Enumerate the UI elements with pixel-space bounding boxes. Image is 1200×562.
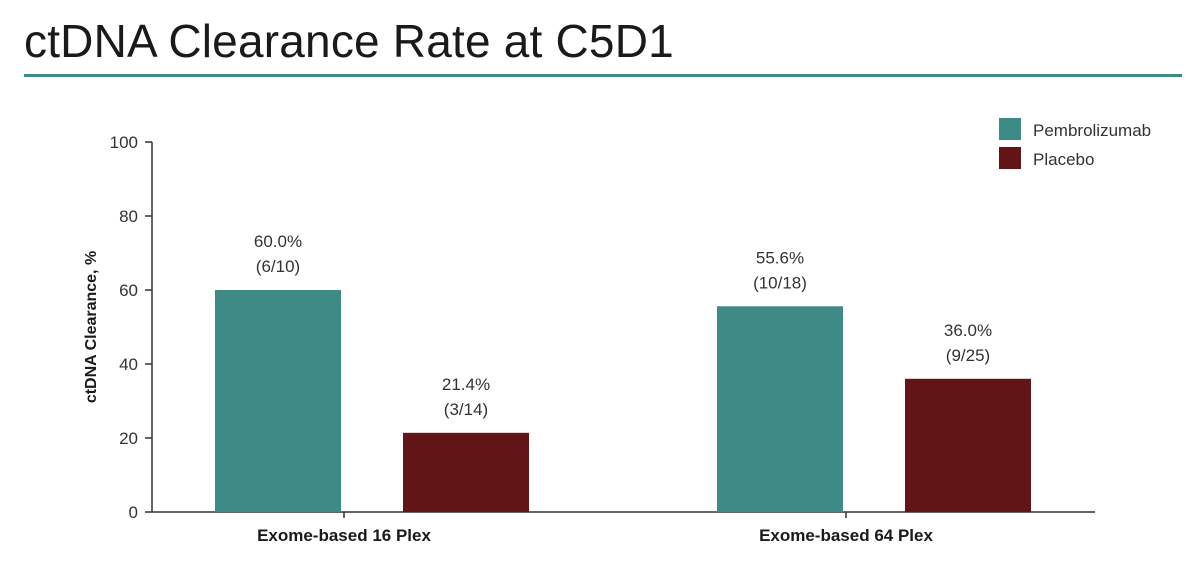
data-label-fraction: (10/18) xyxy=(753,273,807,292)
data-label-percent: 36.0% xyxy=(944,321,992,340)
y-tick-label: 60 xyxy=(119,281,138,300)
category-label: Exome-based 64 Plex xyxy=(759,526,933,545)
category-label: Exome-based 16 Plex xyxy=(257,526,431,545)
y-axis-title: ctDNA Clearance, % xyxy=(83,251,100,403)
data-label-percent: 21.4% xyxy=(442,375,490,394)
y-tick-label: 100 xyxy=(110,133,138,152)
chart-bars xyxy=(215,290,1031,512)
legend-swatch xyxy=(999,147,1021,169)
data-label-fraction: (3/14) xyxy=(444,400,488,419)
legend-label: Placebo xyxy=(1033,150,1094,169)
y-tick-label: 40 xyxy=(119,355,138,374)
title-rule xyxy=(24,74,1182,77)
data-label-fraction: (6/10) xyxy=(256,257,300,276)
y-tick-label: 0 xyxy=(129,503,138,522)
legend-swatch xyxy=(999,118,1021,140)
chart-legend: Pembrolizumab Placebo xyxy=(999,118,1151,169)
bar-placebo-2 xyxy=(905,378,1031,512)
y-tick-label: 80 xyxy=(119,207,138,226)
data-label-fraction: (9/25) xyxy=(946,346,990,365)
bar-pembrolizumab-2 xyxy=(717,306,843,512)
legend-label: Pembrolizumab xyxy=(1033,121,1151,140)
data-label-percent: 55.6% xyxy=(756,248,804,267)
chart-labels: 60.0% (6/10) 21.4% (3/14) 55.6% (10/18) 36.0% (… xyxy=(254,232,992,419)
data-label-percent: 60.0% xyxy=(254,232,302,251)
bar-placebo-1 xyxy=(403,432,529,512)
y-tick-label: 20 xyxy=(119,429,138,448)
bar-pembrolizumab-1 xyxy=(215,290,341,512)
slide-title: ctDNA Clearance Rate at C5D1 xyxy=(24,15,674,67)
